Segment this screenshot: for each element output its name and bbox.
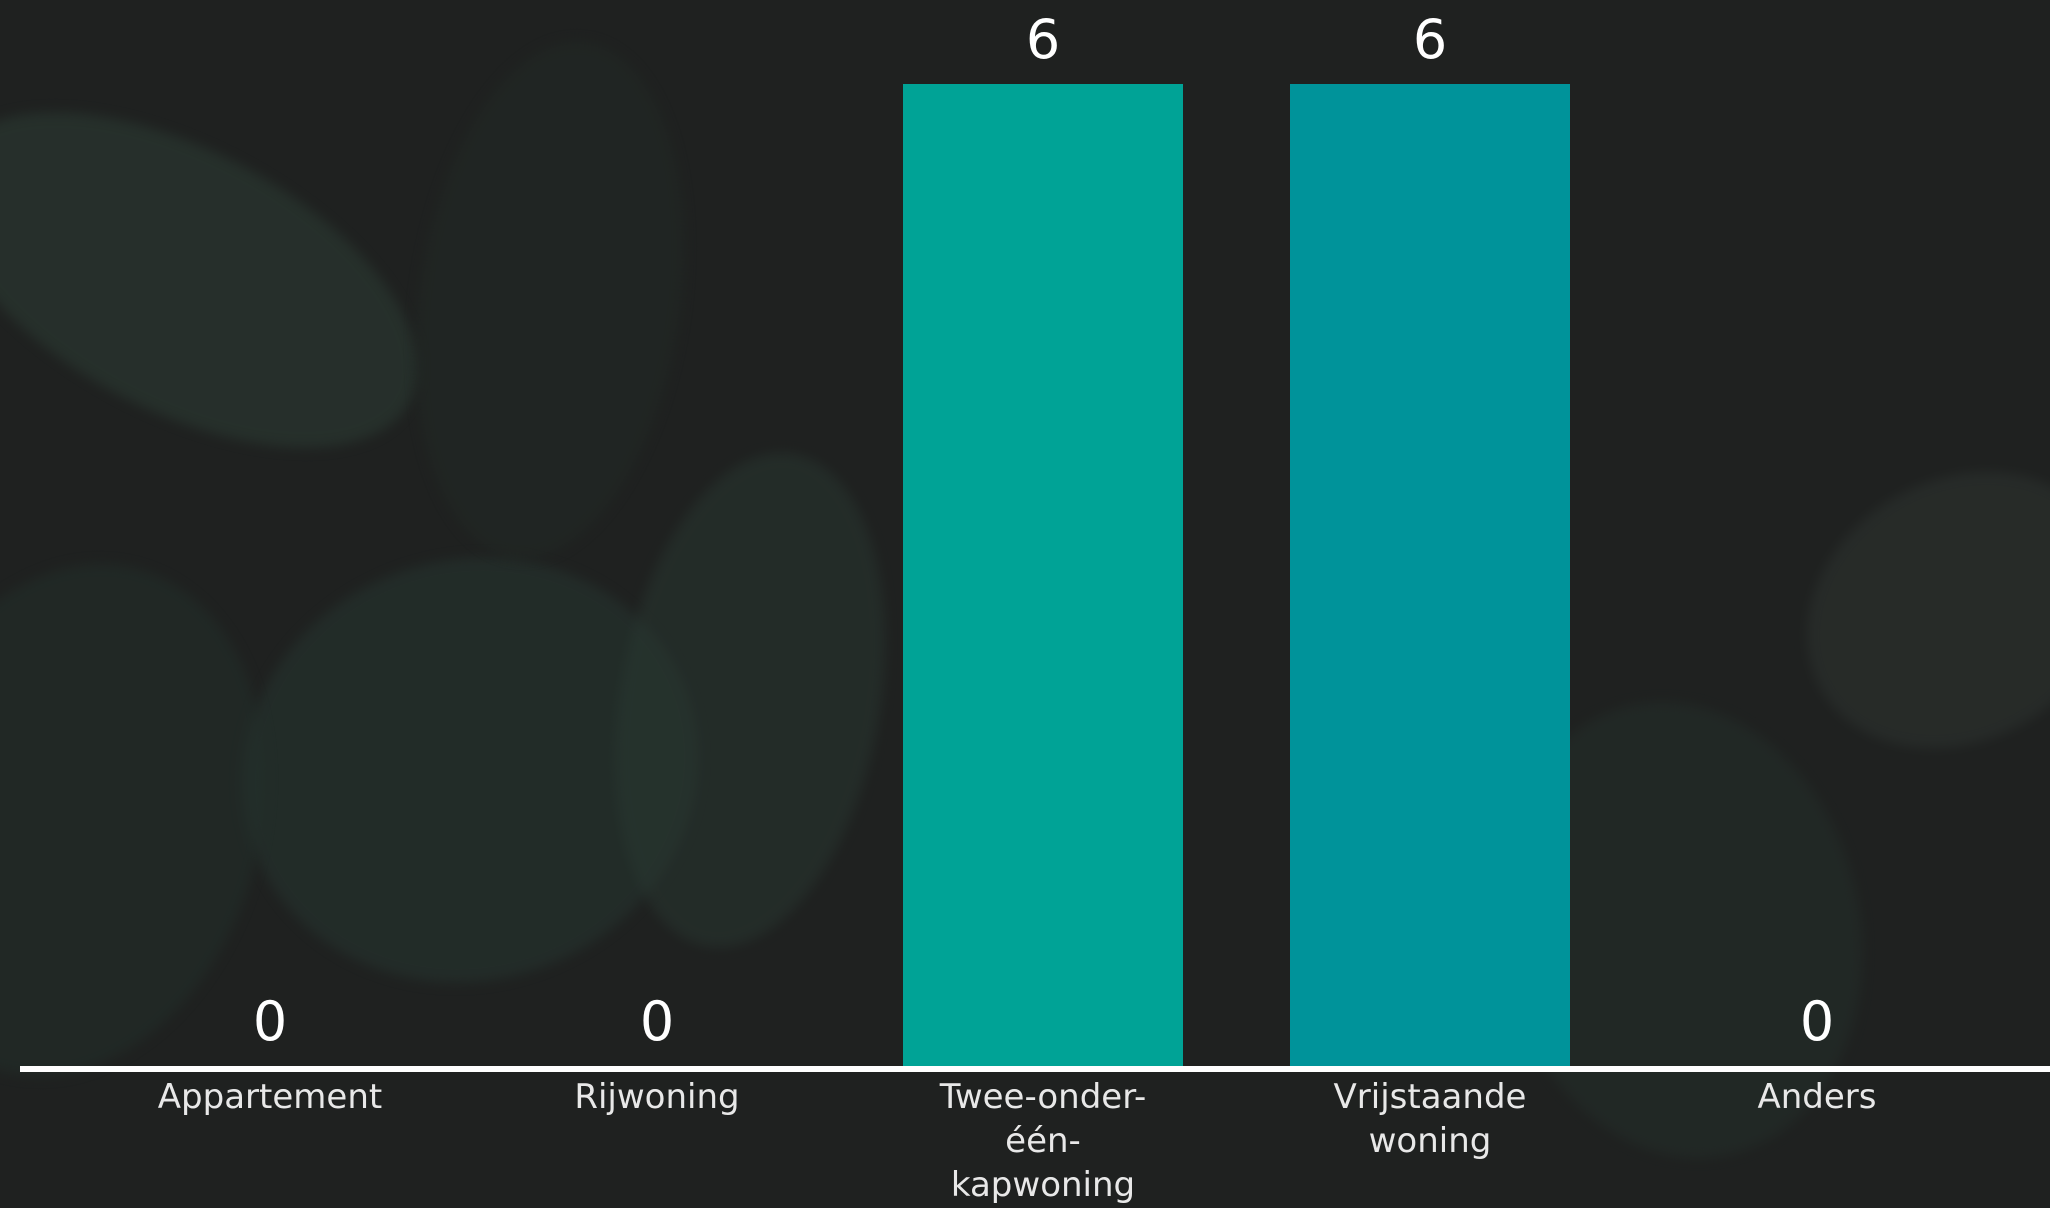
- category-label-2-line-1: Rijwoning: [574, 1077, 739, 1117]
- category-label-1: Appartement: [158, 1077, 382, 1117]
- bar-3: [903, 84, 1183, 1066]
- value-label-3: 6: [1026, 8, 1060, 71]
- value-label-4: 6: [1413, 8, 1447, 71]
- category-label-4-line-2: woning: [1369, 1121, 1492, 1161]
- category-label-4-line-1: Vrijstaande: [1334, 1077, 1527, 1117]
- category-label-3-line-3: kapwoning: [951, 1165, 1135, 1205]
- category-label-1-line-1: Appartement: [158, 1077, 382, 1117]
- value-label-1: 0: [253, 990, 287, 1053]
- bar-4: [1290, 84, 1570, 1066]
- category-label-5-line-1: Anders: [1758, 1077, 1877, 1117]
- category-label-4: Vrijstaande woning: [1334, 1077, 1527, 1161]
- value-label-2: 0: [640, 990, 674, 1053]
- category-label-5: Anders: [1758, 1077, 1877, 1117]
- value-label-5: 0: [1800, 990, 1834, 1053]
- category-label-3-line-2: één-: [1005, 1121, 1081, 1161]
- category-label-2: Rijwoning: [574, 1077, 739, 1117]
- category-label-3-line-1: Twee-onder-: [939, 1077, 1147, 1117]
- category-label-3: Twee-onder-één-kapwoning: [939, 1077, 1147, 1205]
